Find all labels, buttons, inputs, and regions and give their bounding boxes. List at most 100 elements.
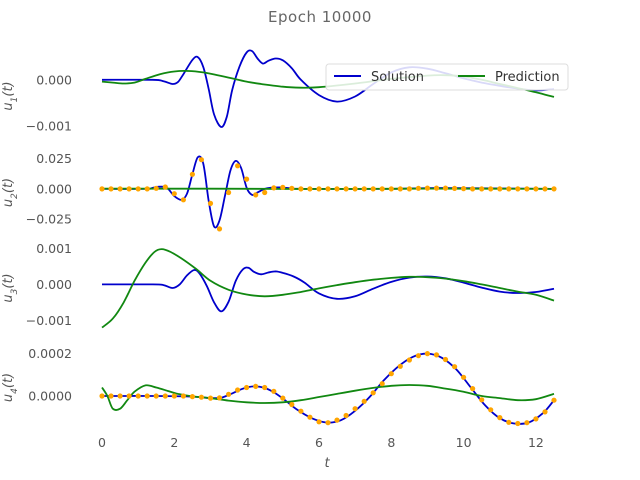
- sample-point: [271, 185, 277, 191]
- sample-point: [442, 185, 449, 191]
- sample-point: [235, 163, 241, 169]
- y-axis-label-tail-4: (t): [1, 373, 16, 388]
- sample-point: [226, 391, 232, 397]
- solution-line-4: [101, 352, 555, 425]
- sample-point: [479, 186, 485, 192]
- sample-point: [99, 186, 105, 192]
- y-axis-label-sub-3: 3: [10, 288, 20, 294]
- sample-point: [452, 185, 458, 191]
- sample-point: [488, 186, 494, 192]
- sample-point: [171, 191, 177, 197]
- sample-point: [244, 176, 250, 182]
- y-tick-label-1-0: 0.000: [36, 72, 72, 87]
- sample-point: [343, 412, 349, 419]
- sample-point: [271, 388, 277, 394]
- y-axis-label-main-3: u: [1, 294, 16, 302]
- sample-point: [424, 351, 430, 357]
- sample-point: [244, 384, 250, 391]
- sample-point: [506, 419, 512, 425]
- sample-point: [126, 393, 132, 399]
- sample-point: [262, 384, 268, 391]
- sample-point: [144, 186, 150, 192]
- sample-point: [325, 420, 331, 426]
- y-axis-label-1: u1(t): [1, 81, 20, 110]
- y-tick-label-1-1: −0.001: [26, 119, 72, 134]
- y-tick-label-3-0: 0.001: [36, 241, 72, 256]
- sample-point: [415, 353, 421, 359]
- sample-point: [334, 417, 340, 423]
- sample-point: [343, 186, 349, 192]
- sample-point: [361, 398, 367, 404]
- y-tick-label-4-1: 0.0000: [28, 388, 72, 403]
- solution-line-2: [101, 155, 555, 229]
- sample-point: [316, 419, 322, 425]
- sample-point: [153, 185, 159, 191]
- panel-u4: 0.0002 0.0000 u4(t): [1, 346, 557, 427]
- sample-point: [533, 186, 539, 192]
- sample-point: [108, 186, 114, 192]
- sample-point: [461, 374, 467, 380]
- sample-point: [424, 185, 430, 191]
- sample-point: [235, 387, 241, 393]
- legend-box: [325, 63, 569, 91]
- y-axis-label-4: u4(t): [1, 373, 20, 402]
- sample-point: [470, 186, 476, 192]
- sample-point: [198, 394, 204, 400]
- sample-point: [216, 395, 223, 401]
- sample-point: [397, 363, 403, 369]
- sample-point: [524, 186, 530, 192]
- y-tick-label-3-2: −0.001: [26, 313, 72, 328]
- sample-point: [388, 186, 394, 192]
- sample-point: [180, 393, 186, 399]
- y-axis-label-tail-2: (t): [1, 178, 16, 193]
- sample-point: [162, 184, 168, 190]
- sample-point: [379, 381, 385, 387]
- sample-point: [253, 383, 259, 389]
- chart-title: Epoch 10000: [268, 8, 372, 26]
- y-axis-label-sub-1: 1: [10, 97, 20, 103]
- sample-point: [289, 185, 295, 191]
- sample-point: [515, 420, 521, 427]
- prediction-line-3: [101, 248, 555, 329]
- legend-prediction-label: Prediction: [495, 70, 560, 85]
- sample-point: [397, 186, 403, 192]
- sample-point: [406, 357, 412, 363]
- sample-point: [406, 186, 412, 192]
- panel-u3: 0.001 0.000 −0.001 u3(t): [1, 241, 555, 329]
- sample-point: [135, 186, 141, 192]
- sample-point: [479, 397, 485, 403]
- legend: Solution Prediction: [325, 63, 569, 91]
- sample-point: [497, 186, 503, 192]
- prediction-line-4: [101, 384, 555, 411]
- sample-point: [153, 393, 159, 399]
- sample-point: [289, 401, 295, 408]
- y-axis-label-tail-3: (t): [1, 273, 16, 288]
- sample-point: [189, 394, 195, 400]
- sample-point: [415, 185, 421, 191]
- sample-point: [189, 171, 195, 177]
- sample-point: [442, 356, 449, 363]
- sample-point: [542, 409, 548, 415]
- x-tick-label-3: 6: [315, 435, 323, 450]
- sample-point: [117, 186, 123, 192]
- x-tick-label-6: 12: [528, 435, 544, 450]
- x-tick-label-2: 4: [243, 435, 251, 450]
- sample-point: [253, 192, 259, 198]
- sample-point: [198, 157, 204, 163]
- y-tick-label-2-1: 0.000: [36, 181, 72, 196]
- sample-point: [298, 408, 304, 414]
- sample-point: [162, 393, 168, 399]
- sample-point: [506, 186, 512, 192]
- sample-point: [171, 393, 177, 399]
- sample-point: [542, 186, 548, 192]
- sample-point: [334, 186, 340, 192]
- sample-points-4: [99, 351, 557, 427]
- sample-point: [280, 395, 286, 401]
- panel-u1: 0.000 −0.001 u1(t): [1, 49, 555, 134]
- sample-point: [488, 407, 494, 413]
- sample-point: [388, 371, 394, 377]
- y-axis-label-main-1: u: [1, 102, 16, 110]
- sample-point: [433, 352, 440, 358]
- sample-point: [99, 393, 105, 399]
